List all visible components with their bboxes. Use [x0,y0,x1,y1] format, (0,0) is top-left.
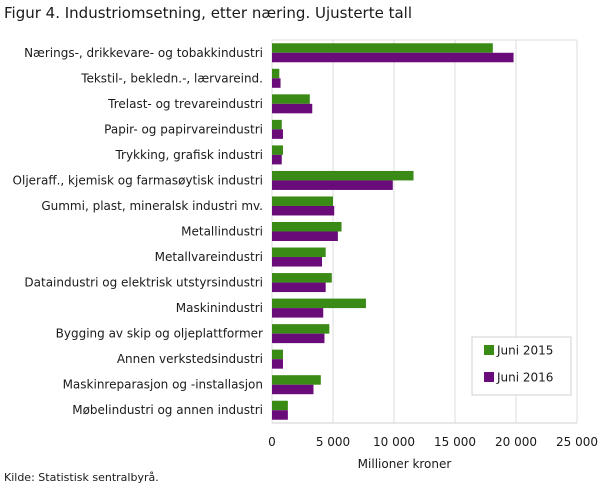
bar-juni-2015-9 [272,273,332,283]
category-label-0: Nærings-, drikkevare- og tobakkindustri [24,46,263,60]
bar-juni-2015-8 [272,247,326,258]
bar-juni-2016-5 [272,180,393,190]
bar-juni-2015-11 [272,324,330,334]
bar-juni-2016-6 [272,205,335,216]
category-label-13: Maskinreparasjon og -installasjon [63,378,263,392]
bar-juni-2015-14 [272,400,288,411]
bar-juni-2016-8 [272,257,323,267]
bar-juni-2015-5 [272,170,414,181]
bar-juni-2016-0 [272,52,514,63]
bar-juni-2015-6 [272,196,333,206]
bar-juni-2016-3 [272,129,283,139]
bar-juni-2015-1 [272,68,280,79]
category-label-4: Trykking, grafisk industri [114,148,263,162]
bar-juni-2015-3 [272,119,282,130]
x-tick-label-2: 10 000 [373,435,415,449]
category-label-12: Annen verkstedsindustri [117,352,263,366]
legend-swatch-0 [484,345,494,355]
bar-juni-2016-2 [272,103,313,114]
bar-juni-2016-12 [272,359,283,369]
category-label-10: Maskinindustri [176,301,263,315]
category-label-9: Dataindustri og elektrisk utstyrsindustr… [24,276,263,290]
legend-swatch-1 [484,372,494,382]
bar-juni-2016-4 [272,154,282,165]
bar-juni-2016-1 [272,78,281,88]
category-label-5: Oljeraff., kjemisk og farmasøytisk indus… [13,173,263,187]
bar-juni-2016-10 [272,308,324,318]
bar-juni-2015-12 [272,349,283,360]
chart-title: Figur 4. Industriomsetning, etter næring… [4,4,413,22]
x-axis-title: Millioner kroner [358,457,452,471]
bar-juni-2015-7 [272,222,342,232]
legend-label-1: Juni 2016 [496,371,553,385]
category-label-8: Metallvareindustri [155,250,263,264]
category-labels: Nærings-, drikkevare- og tobakkindustri T… [13,46,264,417]
bar-juni-2015-13 [272,375,321,385]
bar-juni-2015-10 [272,298,366,309]
category-label-2: Trelast- og trevareindustri [107,97,263,111]
bar-juni-2015-0 [272,43,493,53]
x-tick-label-4: 20 000 [495,435,537,449]
bar-juni-2016-7 [272,231,338,241]
bar-juni-2016-13 [272,384,314,395]
x-tick-labels: 0 5 000 10 000 15 000 20 000 25 000 [268,435,598,449]
category-label-1: Tekstil-, bekledn.-, lærvareind. [80,71,263,85]
category-label-7: Metallindustri [181,225,263,239]
bars [272,43,514,420]
category-label-14: Møbelindustri og annen industri [72,403,263,417]
x-tick-label-0: 0 [268,435,276,449]
legend-label-0: Juni 2015 [496,344,553,358]
bar-juni-2015-4 [272,145,283,155]
category-label-11: Bygging av skip og oljeplattformer [56,327,263,341]
bar-juni-2015-2 [272,94,310,104]
x-tick-label-3: 15 000 [434,435,476,449]
legend: Juni 2015 Juni 2016 [471,336,572,396]
source-note: Kilde: Statistisk sentralbyrå. [4,471,159,484]
category-label-3: Papir- og papirvareindustri [104,122,263,136]
bar-juni-2016-9 [272,282,326,293]
x-tick-label-1: 5 000 [316,435,350,449]
bar-juni-2016-11 [272,333,325,344]
bar-juni-2016-14 [272,410,288,420]
x-tick-label-5: 25 000 [556,435,598,449]
category-label-6: Gummi, plast, mineralsk industri mv. [41,199,263,213]
